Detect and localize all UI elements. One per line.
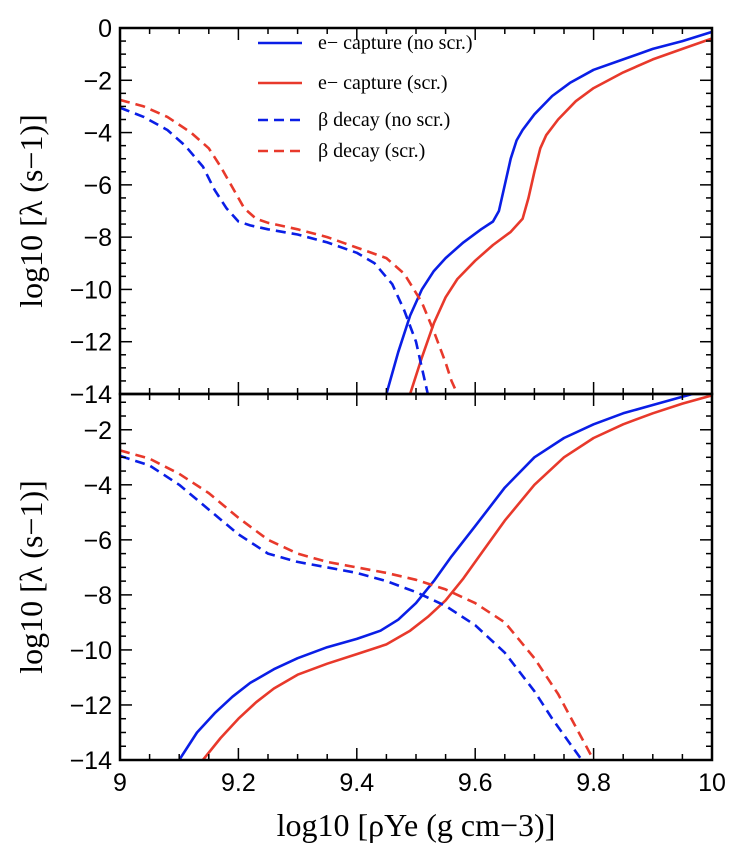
bottom-series-0-line [178, 394, 698, 760]
bottom-y-tick-label: −2 [83, 417, 112, 445]
x-axis-title: log10 [ρYe (g cm−3)] [277, 807, 556, 843]
bottom-curves [120, 394, 712, 760]
x-tick-label: 9.6 [458, 769, 493, 797]
bottom-y-tick-label: −4 [83, 472, 112, 500]
top-series-2-line [120, 106, 430, 394]
x-tick-label: 9 [113, 769, 127, 797]
top-y-tick-label: −2 [83, 67, 112, 95]
legend-item: β decay (no scr.) [258, 109, 450, 131]
top-y-tick-label: −12 [70, 329, 112, 357]
bottom-y-axis-title: log10 [λ (s−1)] [13, 480, 49, 674]
legend-label: e− capture (no scr.) [318, 32, 473, 54]
bottom-panel: −2 −4 −6 −8 −10 −12 −14 [70, 392, 714, 775]
legend-label: β decay (no scr.) [318, 109, 450, 131]
top-panel: 0 −2 −4 −6 −8 −10 −12 −14 [70, 15, 714, 409]
top-y-axis-title: log10 [λ (s−1)] [13, 114, 49, 308]
bottom-y-tick-label: −8 [83, 582, 112, 610]
x-tick-label: 9.8 [576, 769, 611, 797]
legend-item: e− capture (scr.) [258, 72, 448, 94]
top-series-0-line [385, 30, 712, 394]
top-curves [120, 30, 712, 394]
legend-label: e− capture (scr.) [318, 72, 448, 94]
top-series-1-line [408, 37, 712, 394]
axis-titles: log10 [ρYe (g cm−3)] log10 [λ (s−1)] log10… [13, 114, 555, 843]
bottom-y-tick-label: −10 [70, 637, 112, 665]
top-y-tick-label: −8 [83, 224, 112, 252]
top-y-tick-label: −14 [70, 381, 113, 409]
bottom-series-1-line [201, 394, 712, 760]
legend-label: β decay (scr.) [318, 140, 425, 162]
x-tick-label: 10 [698, 769, 726, 797]
legend-item: e− capture (no scr.) [258, 32, 473, 54]
legend-item: β decay (scr.) [258, 140, 425, 162]
top-y-tick-label: −6 [83, 172, 112, 200]
bottom-y-tick-label: −6 [83, 527, 112, 555]
top-y-tick-label: −10 [70, 276, 112, 304]
bottom-series-3-line [120, 449, 595, 760]
bottom-y-tick-label: −12 [70, 692, 112, 720]
bottom-frame [118, 392, 714, 762]
top-y-tick-label: −4 [83, 120, 112, 148]
top-series-3-line [120, 98, 459, 394]
x-tick-label: 9.4 [339, 769, 374, 797]
x-tick-label: 9.2 [221, 769, 256, 797]
bottom-series-2-line [120, 454, 583, 760]
x-tick-labels: 9 9.2 9.4 9.6 9.8 10 [113, 769, 726, 797]
legend: e− capture (no scr.) e− capture (scr.) β d… [258, 32, 473, 162]
top-y-tick-label: 0 [98, 15, 112, 43]
bottom-y-tick-label: −14 [70, 747, 113, 775]
